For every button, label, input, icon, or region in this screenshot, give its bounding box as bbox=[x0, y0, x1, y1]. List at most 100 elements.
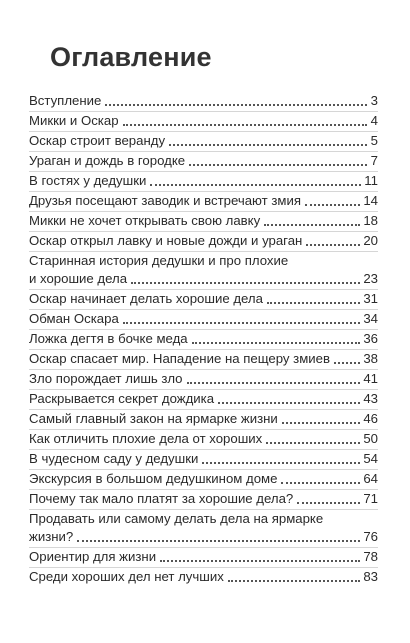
toc-entry: Друзья посещают заводик и встречают змия… bbox=[29, 193, 378, 209]
toc-entry-page: 50 bbox=[363, 431, 378, 446]
divider bbox=[29, 489, 378, 490]
toc-entry: Как отличить плохие дела от хороших 50 bbox=[29, 431, 378, 447]
dot-leader bbox=[218, 402, 361, 404]
toc-entry-title-line: Старинная история дедушки и про плохие bbox=[29, 253, 289, 268]
divider bbox=[29, 547, 378, 548]
toc-entry-title: Микки и Оскар bbox=[29, 113, 119, 128]
divider bbox=[29, 131, 378, 132]
toc-entry-title: жизни? bbox=[29, 529, 74, 544]
dot-leader bbox=[169, 144, 367, 146]
dot-leader bbox=[202, 462, 361, 464]
toc-entry-page: 76 bbox=[363, 529, 378, 544]
toc-entry-title: Вступление bbox=[29, 93, 102, 108]
toc-entry-page: 38 bbox=[363, 351, 378, 366]
toc-entry: Оскар строит веранду 5 bbox=[29, 133, 378, 149]
divider bbox=[29, 389, 378, 390]
toc-entry-title: Ложка дегтя в бочке меда bbox=[29, 331, 188, 346]
dot-leader bbox=[266, 442, 361, 444]
dot-leader bbox=[281, 422, 361, 424]
toc-entry-title-line: Продавать или самому делать дела на ярма… bbox=[29, 511, 324, 526]
dot-leader bbox=[191, 342, 361, 344]
toc-entry: Экскурсия в большом дедушкином доме 64 bbox=[29, 471, 378, 487]
toc-entry-page: 7 bbox=[370, 153, 378, 168]
toc-entry-title: Оскар строит веранду bbox=[29, 133, 166, 148]
toc-entry-title: Микки не хочет открывать свою лавку bbox=[29, 213, 261, 228]
divider bbox=[29, 111, 378, 112]
divider bbox=[29, 509, 378, 510]
toc-entry: Старинная история дедушки и про плохие и… bbox=[29, 253, 378, 287]
divider bbox=[29, 251, 378, 252]
toc-entry: Ложка дегтя в бочке меда 36 bbox=[29, 331, 378, 347]
divider bbox=[29, 191, 378, 192]
toc-entry-page: 23 bbox=[363, 271, 378, 286]
toc-entry-title: Обман Оскара bbox=[29, 311, 119, 326]
dot-leader bbox=[122, 322, 361, 324]
toc-entry-page: 78 bbox=[363, 549, 378, 564]
divider bbox=[29, 329, 378, 330]
toc-entry-title: В гостях у дедушки bbox=[29, 173, 147, 188]
page-title: Оглавление bbox=[50, 42, 212, 72]
divider bbox=[29, 151, 378, 152]
dot-leader bbox=[189, 164, 367, 166]
dot-leader bbox=[266, 302, 361, 304]
divider bbox=[29, 289, 378, 290]
dot-leader bbox=[186, 382, 361, 384]
divider bbox=[29, 567, 378, 568]
dot-leader bbox=[304, 204, 361, 206]
dot-leader bbox=[334, 362, 361, 364]
toc-entry-title: Друзья посещают заводик и встречают змия bbox=[29, 193, 301, 208]
toc-entry-page: 83 bbox=[363, 569, 378, 584]
dot-leader bbox=[77, 540, 361, 542]
toc-entry-title: Зло порождает лишь зло bbox=[29, 371, 183, 386]
dot-leader bbox=[105, 104, 367, 106]
toc-entry: Самый главный закон на ярмарке жизни 46 bbox=[29, 411, 378, 427]
divider bbox=[29, 309, 378, 310]
toc-entry-title: Оскар начинает делать хорошие дела bbox=[29, 291, 263, 306]
toc-entry-page: 3 bbox=[370, 93, 378, 108]
toc-entry-page: 14 bbox=[363, 193, 378, 208]
dot-leader bbox=[297, 502, 361, 504]
toc-entry: Продавать или самому делать дела на ярма… bbox=[29, 511, 378, 545]
toc-entry-page: 18 bbox=[363, 213, 378, 228]
dot-leader bbox=[122, 124, 367, 126]
toc-entry: Зло порождает лишь зло 41 bbox=[29, 371, 378, 387]
toc-entry-title: Оскар спасает мир. Нападение на пещеру з… bbox=[29, 351, 331, 366]
toc-entry: Ураган и дождь в городке 7 bbox=[29, 153, 378, 169]
divider bbox=[29, 171, 378, 172]
toc-entry-page: 34 bbox=[363, 311, 378, 326]
divider bbox=[29, 369, 378, 370]
toc-entry-title: Оскар открыл лавку и новые дожди и урага… bbox=[29, 233, 303, 248]
divider bbox=[29, 409, 378, 410]
dot-leader bbox=[160, 560, 361, 562]
toc-entry-title: Самый главный закон на ярмарке жизни bbox=[29, 411, 278, 426]
divider bbox=[29, 449, 378, 450]
toc-entry: Микки и Оскар 4 bbox=[29, 113, 378, 129]
toc-entry-title: Ориентир для жизни bbox=[29, 549, 157, 564]
dot-leader bbox=[306, 244, 361, 246]
toc-entry-title: В чудесном саду у дедушки bbox=[29, 451, 199, 466]
toc-entry: Оскар начинает делать хорошие дела 31 bbox=[29, 291, 378, 307]
dot-leader bbox=[150, 184, 362, 186]
divider bbox=[29, 211, 378, 212]
dot-leader bbox=[281, 482, 361, 484]
toc-entry-title: Ураган и дождь в городке bbox=[29, 153, 186, 168]
toc-entry-title: Среди хороших дел нет лучших bbox=[29, 569, 224, 584]
toc-entry-title: Экскурсия в большом дедушкином доме bbox=[29, 471, 278, 486]
toc-entry-title: Почему так мало платят за хорошие дела? bbox=[29, 491, 294, 506]
toc-entry: В чудесном саду у дедушки 54 bbox=[29, 451, 378, 467]
divider bbox=[29, 469, 378, 470]
toc-entry-page: 71 bbox=[363, 491, 378, 506]
divider bbox=[29, 429, 378, 430]
dot-leader bbox=[264, 224, 361, 226]
toc-entry: Микки не хочет открывать свою лавку 18 bbox=[29, 213, 378, 229]
toc-entry: Вступление 3 bbox=[29, 93, 378, 109]
toc-entry-page: 41 bbox=[363, 371, 378, 386]
toc-entry-page: 54 bbox=[363, 451, 378, 466]
toc-entry-title: и хорошие дела bbox=[29, 271, 128, 286]
toc-entry-page: 20 bbox=[363, 233, 378, 248]
divider bbox=[29, 231, 378, 232]
toc-entry: В гостях у дедушки 11 bbox=[29, 173, 378, 189]
toc-entry: Почему так мало платят за хорошие дела? 7… bbox=[29, 491, 378, 507]
toc-entry: Оскар открыл лавку и новые дожди и урага… bbox=[29, 233, 378, 249]
toc-entry: Среди хороших дел нет лучших 83 bbox=[29, 569, 378, 585]
